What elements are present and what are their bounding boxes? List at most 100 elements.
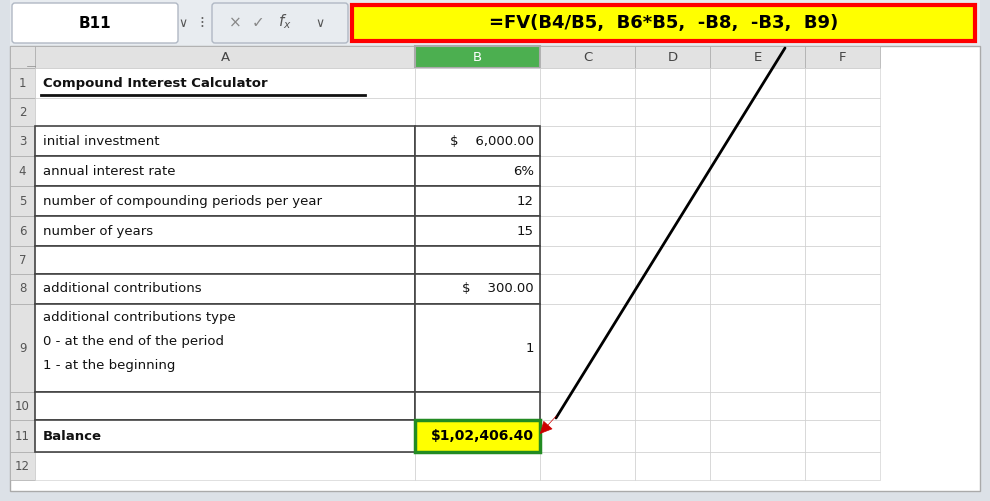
Bar xyxy=(635,420,710,452)
Bar xyxy=(805,246,880,274)
Bar xyxy=(635,156,710,186)
Text: $f_x$: $f_x$ xyxy=(278,13,292,32)
Text: $    6,000.00: $ 6,000.00 xyxy=(450,134,534,147)
Bar xyxy=(710,452,805,480)
Bar xyxy=(540,420,635,452)
Text: ∨: ∨ xyxy=(178,17,187,30)
Bar xyxy=(35,246,415,274)
Bar xyxy=(35,216,415,246)
Text: initial investment: initial investment xyxy=(43,134,159,147)
Bar xyxy=(710,126,805,156)
Bar xyxy=(805,98,880,126)
Bar xyxy=(35,186,415,216)
Text: E: E xyxy=(753,51,761,64)
Text: 1: 1 xyxy=(526,342,534,355)
Bar xyxy=(805,420,880,452)
Text: F: F xyxy=(839,51,846,64)
Bar xyxy=(415,186,540,216)
FancyBboxPatch shape xyxy=(12,3,178,43)
Bar xyxy=(635,68,710,98)
Bar xyxy=(415,186,540,216)
Bar xyxy=(10,126,35,156)
Bar xyxy=(540,156,635,186)
Bar xyxy=(540,304,635,392)
Text: additional contributions type: additional contributions type xyxy=(43,312,236,325)
Text: 12: 12 xyxy=(15,459,30,472)
Bar xyxy=(35,392,415,420)
Bar xyxy=(415,156,540,186)
Bar xyxy=(635,246,710,274)
Bar xyxy=(35,156,415,186)
Bar xyxy=(805,156,880,186)
Bar xyxy=(415,216,540,246)
Text: 15: 15 xyxy=(517,224,534,237)
Bar xyxy=(35,156,415,186)
Bar xyxy=(805,392,880,420)
Text: ×: × xyxy=(229,16,242,31)
Bar xyxy=(35,246,415,274)
Bar xyxy=(10,392,35,420)
Text: 4: 4 xyxy=(19,164,27,177)
Bar xyxy=(35,420,415,452)
Bar xyxy=(635,274,710,304)
Bar xyxy=(415,246,540,274)
Bar xyxy=(540,126,635,156)
Bar xyxy=(710,392,805,420)
Text: 6: 6 xyxy=(19,224,27,237)
Text: 9: 9 xyxy=(19,342,27,355)
Text: ✓: ✓ xyxy=(251,16,264,31)
Bar xyxy=(35,304,415,392)
Bar xyxy=(415,216,540,246)
Bar xyxy=(635,304,710,392)
Bar xyxy=(10,46,35,68)
Text: B: B xyxy=(473,51,482,64)
Bar xyxy=(35,126,415,156)
Text: 3: 3 xyxy=(19,134,26,147)
Text: ∨: ∨ xyxy=(316,17,325,30)
Text: additional contributions: additional contributions xyxy=(43,283,202,296)
Bar xyxy=(540,186,635,216)
Text: number of years: number of years xyxy=(43,224,153,237)
Bar xyxy=(10,98,35,126)
Bar xyxy=(35,46,415,68)
Text: 11: 11 xyxy=(15,429,30,442)
Bar xyxy=(540,246,635,274)
Bar xyxy=(710,304,805,392)
Bar xyxy=(635,452,710,480)
Bar xyxy=(540,274,635,304)
Bar xyxy=(10,246,35,274)
Bar xyxy=(35,420,415,452)
Bar xyxy=(10,186,35,216)
Text: 8: 8 xyxy=(19,283,26,296)
Bar xyxy=(805,46,880,68)
FancyBboxPatch shape xyxy=(212,3,348,43)
Bar xyxy=(35,186,415,216)
Bar xyxy=(35,392,415,420)
Bar xyxy=(710,274,805,304)
Bar xyxy=(805,304,880,392)
Bar xyxy=(415,420,540,452)
Bar xyxy=(10,420,35,452)
Text: Balance: Balance xyxy=(43,429,102,442)
Text: 12: 12 xyxy=(517,194,534,207)
Bar xyxy=(10,274,35,304)
Bar xyxy=(710,156,805,186)
Bar xyxy=(710,216,805,246)
Bar xyxy=(540,392,635,420)
Bar xyxy=(415,98,540,126)
Bar xyxy=(540,68,635,98)
Text: annual interest rate: annual interest rate xyxy=(43,164,175,177)
Text: 2: 2 xyxy=(19,106,27,119)
Bar xyxy=(710,420,805,452)
Text: 1 - at the beginning: 1 - at the beginning xyxy=(43,360,175,373)
Bar xyxy=(710,46,805,68)
Bar xyxy=(10,452,35,480)
Bar xyxy=(415,392,540,420)
Bar xyxy=(10,68,35,98)
Bar xyxy=(415,304,540,392)
Bar xyxy=(805,186,880,216)
Bar xyxy=(352,5,975,41)
Bar xyxy=(415,420,540,452)
Bar xyxy=(805,126,880,156)
Text: $1,02,406.40: $1,02,406.40 xyxy=(431,429,534,443)
